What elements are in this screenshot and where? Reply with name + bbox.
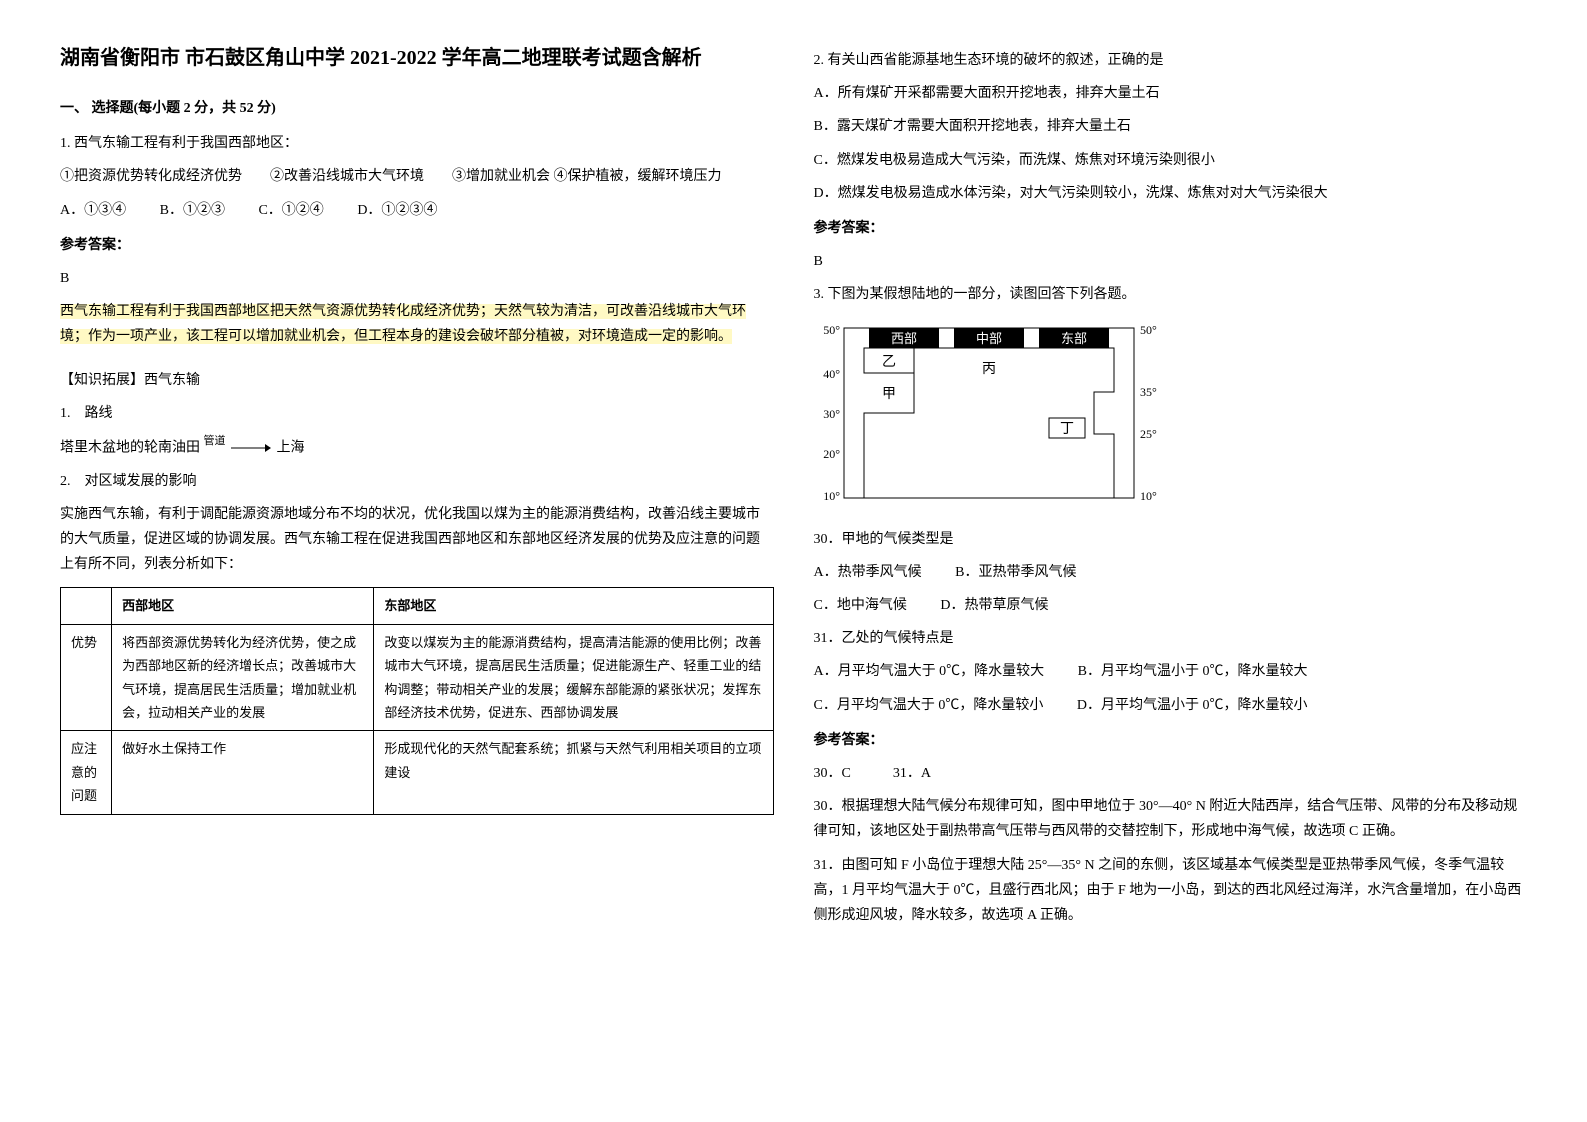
q1-stem: 1. 西气东输工程有利于我国西部地区： (60, 131, 774, 156)
arrow-icon (231, 443, 271, 453)
lat-l-50: 50° (823, 323, 840, 337)
lat-l-20: 20° (823, 447, 840, 461)
q30-opt-b: B．亚热带季风气候 (955, 565, 1076, 580)
table-r0c0: 优势 (61, 624, 112, 731)
analysis-table: 西部地区 东部地区 优势 将西部资源优势转化为经济优势，使之成为西部地区新的经济… (60, 587, 774, 814)
map-figure: 西部 中部 东部 50° 40° 30° 20° 10° 50° 35° 25°… (814, 318, 1174, 517)
q1-statements: ①把资源优势转化成经济优势 ②改善沿线城市大气环境 ③增加就业机会 ④保护植被，… (60, 164, 774, 189)
q2-answer: B (814, 249, 1528, 274)
q31-opt-b: B．月平均气温小于 0℃，降水量较大 (1078, 664, 1308, 679)
hypothetical-landmass-map: 西部 中部 东部 50° 40° 30° 20° 10° 50° 35° 25°… (814, 318, 1174, 508)
answer-label-3: 参考答案： (814, 728, 1528, 753)
table-r1c0: 应注意的问题 (61, 731, 112, 814)
q31-options-row2: C．月平均气温大于 0℃，降水量较小 D．月平均气温小于 0℃，降水量较小 (814, 693, 1528, 718)
q1-opt-c: C．①②④ (258, 203, 323, 218)
q31-options-row1: A．月平均气温大于 0℃，降水量较大 B．月平均气温小于 0℃，降水量较大 (814, 659, 1528, 684)
q1-opt-a: A．①③④ (60, 203, 126, 218)
map-top-center: 中部 (975, 331, 1001, 346)
table-row: 应注意的问题 做好水土保持工作 形成现代化的天然气配套系统；抓紧与天然气利用相关… (61, 731, 774, 814)
doc-title: 湖南省衡阳市 市石鼓区角山中学 2021-2022 学年高二地理联考试题含解析 (60, 40, 774, 76)
q30-options-row2: C．地中海气候 D．热带草原气候 (814, 593, 1528, 618)
q31-opt-c: C．月平均气温大于 0℃，降水量较小 (814, 698, 1044, 713)
right-column: 2. 有关山西省能源基地生态环境的破坏的叙述，正确的是 A．所有煤矿开采都需要大… (814, 40, 1528, 936)
q1-options: A．①③④ B．①②③ C．①②④ D．①②③④ (60, 198, 774, 223)
table-r0c1: 将西部资源优势转化为经济优势，使之成为西部地区新的经济增长点；改善城市大气环境，… (112, 624, 374, 731)
lat-r-50: 50° (1140, 323, 1157, 337)
q30-31-answers: 30．C 31．A (814, 761, 1528, 786)
q3-intro: 3. 下图为某假想陆地的一部分，读图回答下列各题。 (814, 282, 1528, 307)
ext-impact-para: 实施西气东输，有利于调配能源资源地域分布不均的状况，优化我国以煤为主的能源消费结… (60, 502, 774, 578)
knowledge-ext-head: 【知识拓展】西气东输 (60, 368, 774, 393)
left-column: 湖南省衡阳市 市石鼓区角山中学 2021-2022 学年高二地理联考试题含解析 … (60, 40, 774, 936)
q1-explanation: 西气东输工程有利于我国西部地区把天然气资源优势转化成经济优势；天然气较为清洁，可… (60, 299, 774, 349)
route-arrow-label: 管道 (204, 435, 226, 447)
lat-r-10: 10° (1140, 489, 1157, 503)
answer-label-2: 参考答案： (814, 216, 1528, 241)
q30-options-row1: A．热带季风气候 B．亚热带季风气候 (814, 560, 1528, 585)
q2-opt-c: C．燃煤发电极易造成大气污染，而洗煤、炼焦对环境污染则很小 (814, 148, 1528, 173)
table-row: 优势 将西部资源优势转化为经济优势，使之成为西部地区新的经济增长点；改善城市大气… (61, 624, 774, 731)
q30-opt-c: C．地中海气候 (814, 598, 907, 613)
route-arrow: 管道 (204, 441, 277, 456)
q31-opt-a: A．月平均气温大于 0℃，降水量较大 (814, 664, 1045, 679)
region-yi: 乙 (882, 354, 896, 370)
ext-impact-head: 2. 对区域发展的影响 (60, 469, 774, 494)
lat-r-35: 35° (1140, 385, 1157, 399)
q1-opt-d: D．①②③④ (357, 203, 437, 218)
route-to: 上海 (277, 441, 305, 456)
table-h0 (61, 588, 112, 624)
region-ding: 丁 (1060, 422, 1074, 437)
q30-stem: 30．甲地的气候类型是 (814, 527, 1528, 552)
q2-opt-b: B．露天煤矿才需要大面积开挖地表，排弃大量土石 (814, 114, 1528, 139)
lat-r-25: 25° (1140, 427, 1157, 441)
table-h2: 东部地区 (374, 588, 773, 624)
q1-explanation-text: 西气东输工程有利于我国西部地区把天然气资源优势转化成经济优势；天然气较为清洁，可… (60, 304, 746, 344)
table-r0c2: 改变以煤炭为主的能源消费结构，提高清洁能源的使用比例；改善城市大气环境，提高居民… (374, 624, 773, 731)
q30-explanation: 30．根据理想大陆气候分布规律可知，图中甲地位于 30°—40° N 附近大陆西… (814, 794, 1528, 844)
table-r1c1: 做好水土保持工作 (112, 731, 374, 814)
table-h1: 西部地区 (112, 588, 374, 624)
answer-label-1: 参考答案： (60, 233, 774, 258)
lat-l-10: 10° (823, 489, 840, 503)
q31-explanation: 31．由图可知 F 小岛位于理想大陆 25°—35° N 之间的东侧，该区域基本… (814, 853, 1528, 929)
q1-opt-b: B．①②③ (160, 203, 225, 218)
q31-stem: 31．乙处的气候特点是 (814, 626, 1528, 651)
table-r1c2: 形成现代化的天然气配套系统；抓紧与天然气利用相关项目的立项建设 (374, 731, 773, 814)
q1-answer: B (60, 266, 774, 291)
section-1-head: 一、 选择题(每小题 2 分，共 52 分) (60, 96, 774, 121)
q2-stem: 2. 有关山西省能源基地生态环境的破坏的叙述，正确的是 (814, 48, 1528, 73)
lat-l-40: 40° (823, 367, 840, 381)
region-bing: 丙 (982, 362, 996, 377)
q30-opt-a: A．热带季风气候 (814, 565, 922, 580)
q2-opt-a: A．所有煤矿开采都需要大面积开挖地表，排弃大量土石 (814, 81, 1528, 106)
ext-route: 塔里木盆地的轮南油田 管道 上海 (60, 434, 774, 461)
q2-opt-d: D．燃煤发电极易造成水体污染，对大气污染则较小，洗煤、炼焦对对大气污染很大 (814, 181, 1528, 206)
map-top-east: 东部 (1060, 331, 1086, 346)
map-top-west: 西部 (890, 331, 916, 346)
ext-route-head: 1. 路线 (60, 401, 774, 426)
region-jia: 甲 (882, 387, 896, 402)
q30-opt-d: D．热带草原气候 (940, 598, 1048, 613)
route-from: 塔里木盆地的轮南油田 (60, 441, 200, 456)
table-header-row: 西部地区 东部地区 (61, 588, 774, 624)
q31-opt-d: D．月平均气温小于 0℃，降水量较小 (1077, 698, 1308, 713)
lat-l-30: 30° (823, 407, 840, 421)
